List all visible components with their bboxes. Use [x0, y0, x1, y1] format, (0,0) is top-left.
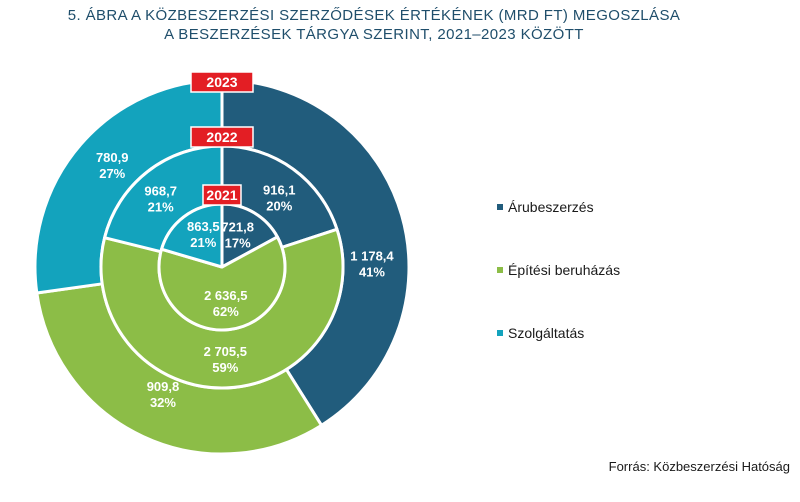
data-label-2021-arubeszerzes: 721,8 17% [221, 220, 254, 251]
chart-title: 5. ÁBRA A KÖZBESZERZÉSI SZERZŐDÉSEK ÉRTÉ… [64, 6, 684, 44]
legend-item-szolgaltatas: Szolgáltatás [497, 325, 584, 341]
legend-label-arubeszerzes: Árubeszerzés [508, 199, 594, 215]
data-label-2022-epitesi: 2 705,5 59% [204, 344, 247, 375]
chart-title-line-2: A BESZERZÉSEK TÁRGYA SZERINT, 2021–2023 … [164, 26, 584, 43]
data-label-2022-arubeszerzes: 916,1 20% [263, 183, 296, 214]
label-layer: 1 178,4 41% 909,8 32% 780,9 27% 916,1 20% 2 705,… [96, 150, 394, 410]
legend-swatch-arubeszerzes [497, 204, 503, 210]
year-badge-2023: 2023 [190, 71, 254, 93]
year-badge-label-2022: 2022 [206, 129, 237, 145]
year-badge-label-2021: 2021 [206, 187, 237, 203]
legend-label-szolgaltatas: Szolgáltatás [508, 325, 585, 341]
source-note: Forrás: Közbeszerzési Hatóság [608, 459, 790, 474]
data-label-2021-szolgaltatas: 863,5 21% [187, 219, 220, 250]
data-label-2022-szolgaltatas: 968,7 21% [144, 183, 177, 214]
legend-item-arubeszerzes: Árubeszerzés [497, 199, 594, 215]
slice-2021-epitesi [157, 235, 287, 332]
year-badge-label-2023: 2023 [206, 74, 237, 90]
year-badge-bg-2023 [190, 71, 254, 93]
year-badge-2022: 2022 [190, 126, 254, 148]
chart-title-line-1: 5. ÁBRA A KÖZBESZERZÉSI SZERZŐDÉSEK ÉRTÉ… [67, 7, 681, 24]
data-label-2023-epitesi: 909,8 32% [147, 379, 180, 410]
legend-swatch-szolgaltatas [497, 330, 503, 336]
data-label-2023-arubeszerzes: 1 178,4 41% [350, 249, 394, 280]
data-label-2023-szolgaltatas: 780,9 27% [96, 150, 129, 181]
year-badge-bg-2022 [190, 126, 254, 148]
legend-swatch-epitesi [497, 267, 503, 273]
year-badge-2021: 2021 [202, 184, 242, 206]
legend-label-epitesi: Építési beruházás [508, 262, 621, 278]
year-badge-bg-2021 [202, 184, 242, 206]
legend-item-epitesi: Építési beruházás [497, 262, 620, 278]
ring-2023 [33, 78, 411, 456]
data-label-2021-epitesi: 2 636,5 62% [204, 288, 247, 319]
